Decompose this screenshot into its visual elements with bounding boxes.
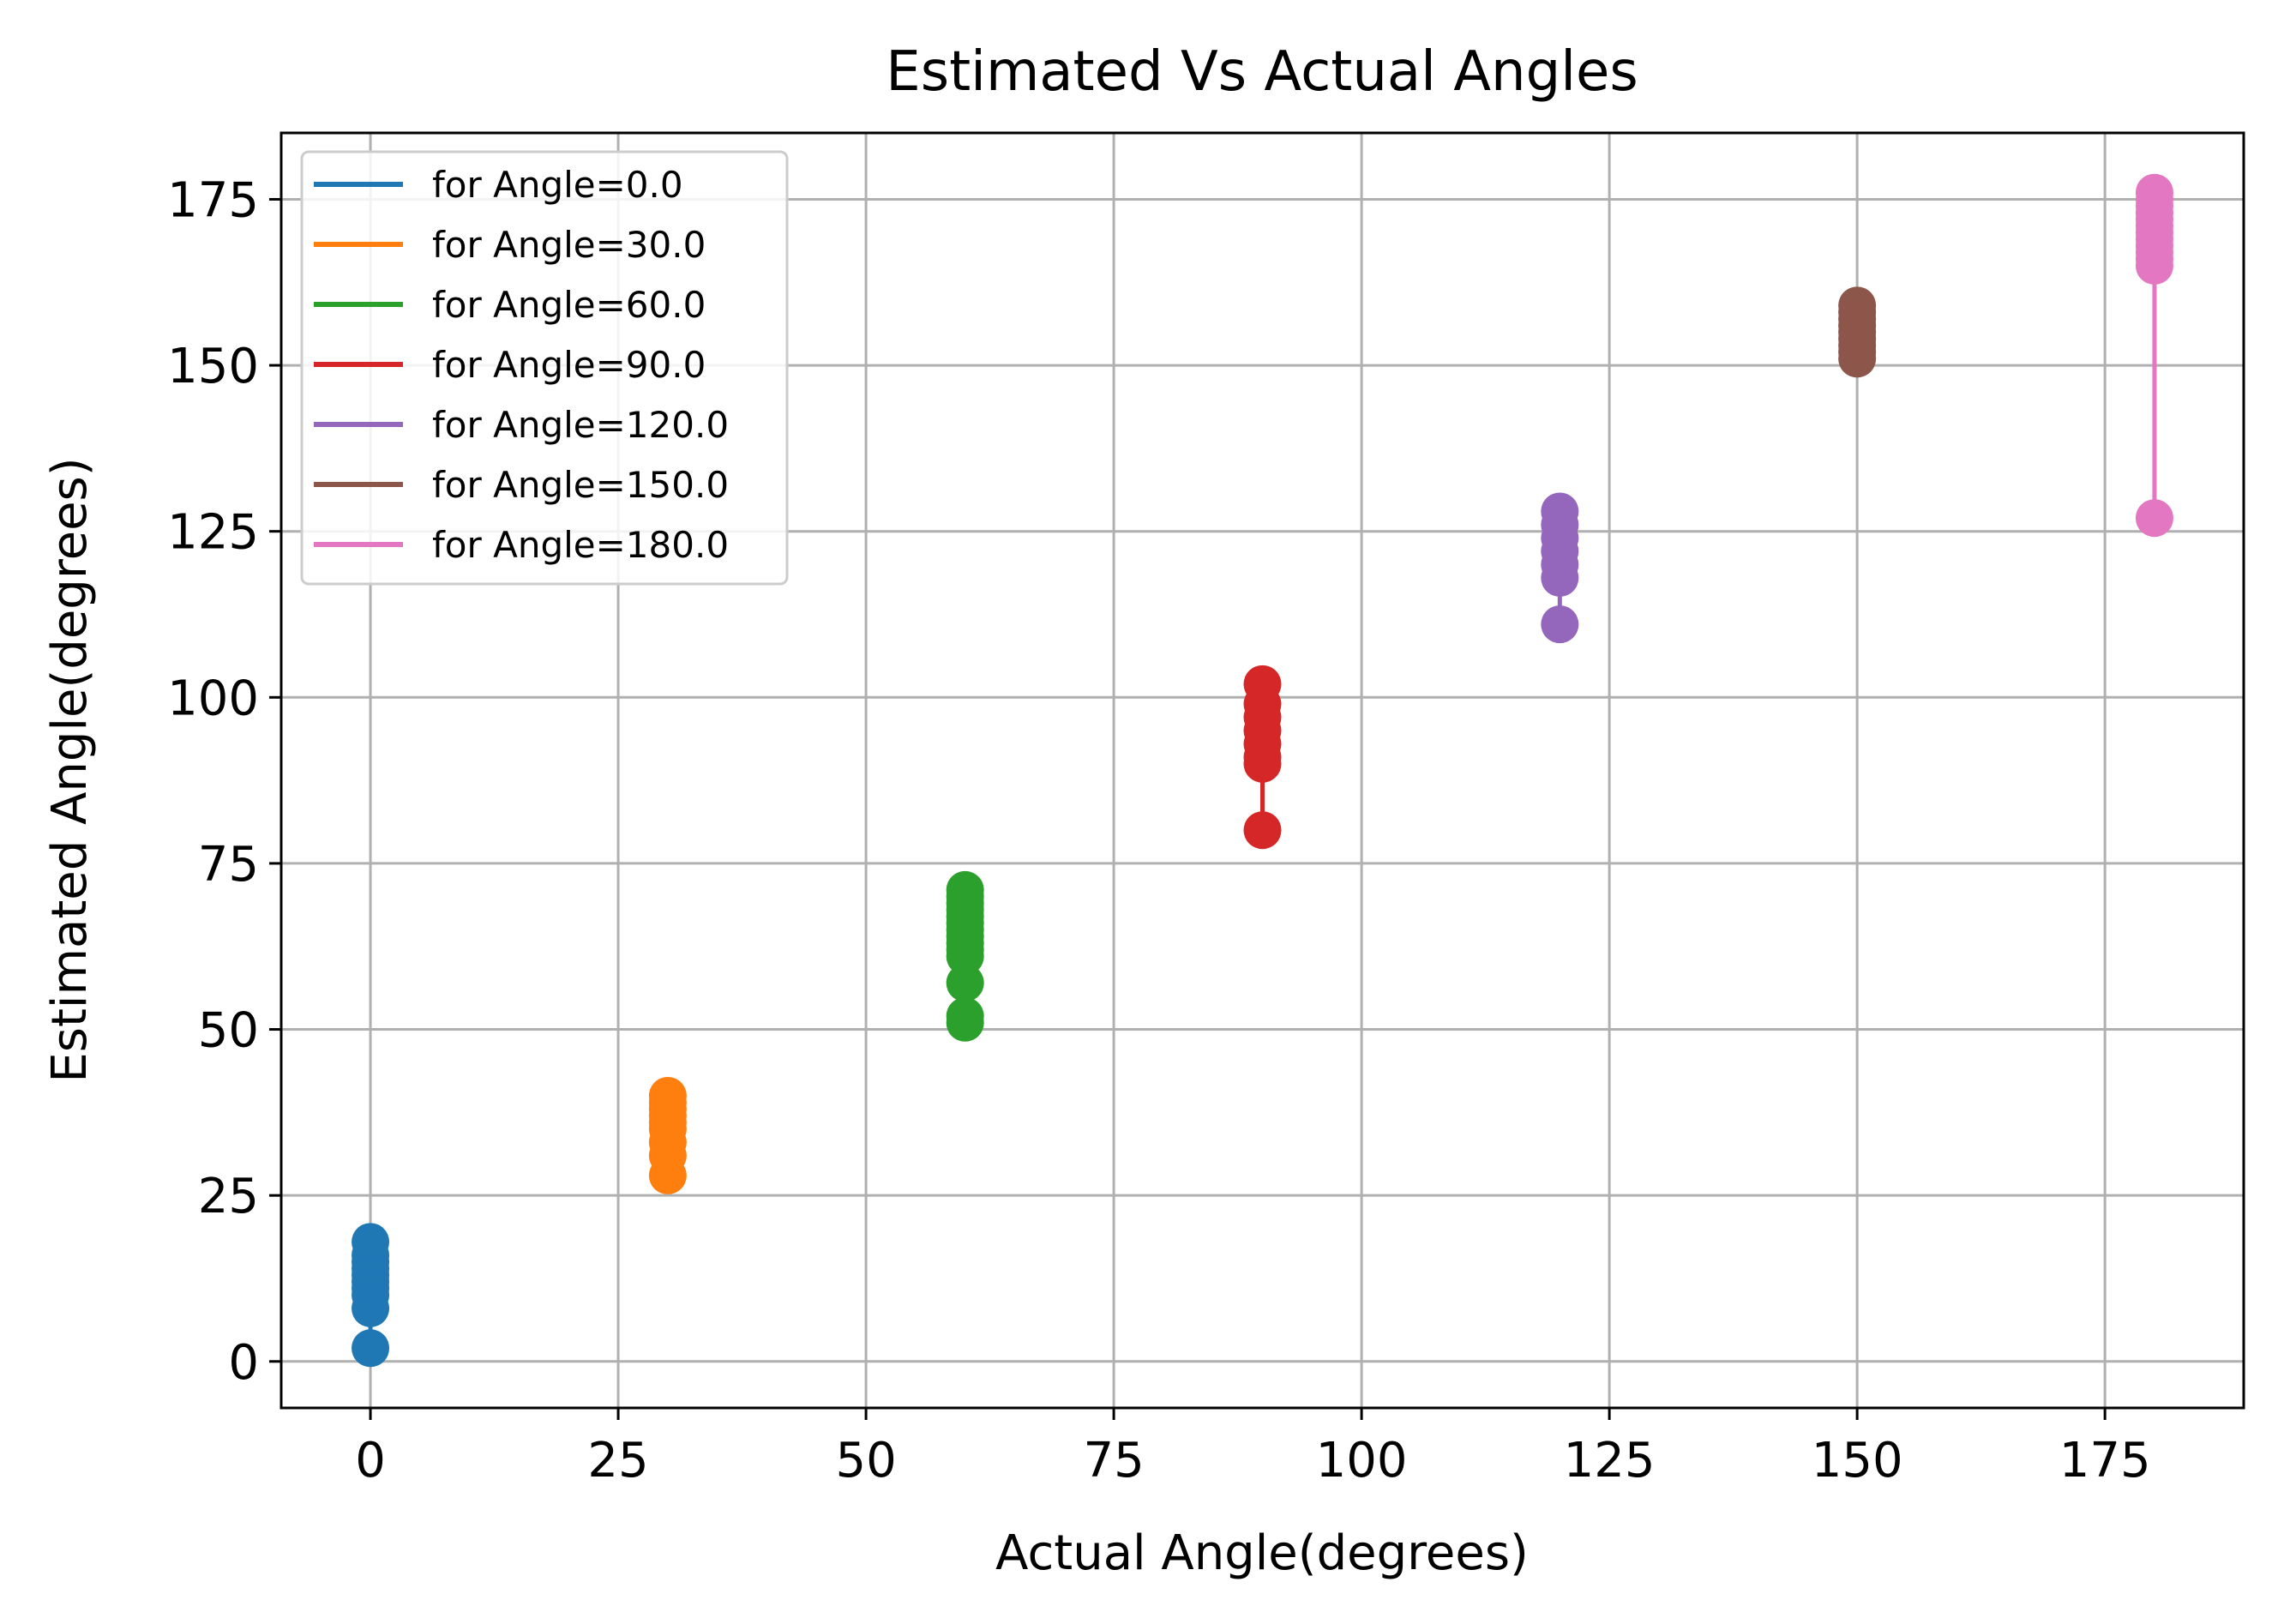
legend-label: for Angle=180.0 — [432, 524, 729, 566]
data-point — [1838, 286, 1877, 325]
x-tick-label: 125 — [1564, 1433, 1656, 1489]
y-axis-label: Estimated Angle(degrees) — [42, 457, 98, 1082]
x-tick-label: 100 — [1316, 1433, 1408, 1489]
x-tick-label: 150 — [1812, 1433, 1903, 1489]
legend-entry: for Angle=0.0 — [314, 164, 683, 206]
x-axis-ticks: 0 25 50 75 100 125 150 175 — [355, 1408, 2151, 1489]
legend-label: for Angle=120.0 — [432, 404, 729, 446]
y-tick-label: 25 — [198, 1169, 259, 1224]
y-tick-label: 75 — [198, 837, 259, 893]
legend-entry: for Angle=180.0 — [314, 524, 729, 566]
data-point — [1243, 665, 1282, 703]
data-point — [2135, 173, 2173, 212]
x-tick-label: 75 — [1083, 1433, 1144, 1489]
series-group — [1243, 665, 1282, 850]
legend-entry: for Angle=90.0 — [314, 344, 706, 386]
legend-entry: for Angle=120.0 — [314, 404, 729, 446]
data-point — [352, 1223, 390, 1261]
x-tick-label: 0 — [355, 1433, 386, 1489]
series-group — [1541, 492, 1579, 644]
series-group — [648, 1076, 687, 1194]
legend-entry: for Angle=150.0 — [314, 464, 729, 506]
series-group — [352, 1223, 390, 1368]
data-point — [352, 1329, 390, 1368]
data-point — [1541, 605, 1579, 644]
x-axis-label: Actual Angle(degrees) — [995, 1525, 1529, 1581]
legend-label: for Angle=150.0 — [432, 464, 729, 506]
legend-label: for Angle=30.0 — [432, 224, 706, 266]
x-tick-label: 175 — [2059, 1433, 2151, 1489]
legend-label: for Angle=0.0 — [432, 164, 683, 206]
data-point — [946, 870, 984, 909]
legend-entry: for Angle=60.0 — [314, 284, 706, 326]
grid-lines — [281, 133, 2244, 1408]
legend-label: for Angle=60.0 — [432, 284, 706, 326]
data-point — [946, 964, 984, 1002]
plot-frame — [279, 131, 2245, 1410]
data-point — [946, 997, 984, 1036]
y-tick-label: 0 — [228, 1335, 259, 1391]
data-series — [352, 173, 2173, 1368]
y-tick-label: 100 — [167, 671, 259, 726]
chart-title: Estimated Vs Actual Angles — [886, 40, 1638, 104]
x-tick-label: 25 — [587, 1433, 648, 1489]
y-tick-label: 125 — [167, 505, 259, 561]
series-group — [2135, 173, 2173, 538]
data-point — [2135, 499, 2173, 538]
y-tick-label: 175 — [167, 172, 259, 228]
x-tick-label: 50 — [835, 1433, 896, 1489]
y-axis-ticks: 0 25 50 75 100 125 150 175 — [167, 172, 281, 1391]
legend-entries: for Angle=0.0 for Angle=30.0 for Angle=60.… — [314, 164, 729, 566]
data-point — [1243, 811, 1282, 850]
data-point — [648, 1076, 687, 1115]
y-tick-label: 50 — [198, 1003, 259, 1059]
series-group — [946, 870, 984, 1042]
legend: for Angle=0.0 for Angle=30.0 for Angle=60.… — [300, 150, 789, 586]
legend-box — [300, 150, 789, 586]
data-point — [1541, 492, 1579, 531]
legend-label: for Angle=90.0 — [432, 344, 706, 386]
legend-entry: for Angle=30.0 — [314, 224, 706, 266]
y-tick-label: 150 — [167, 339, 259, 394]
series-group — [1838, 286, 1877, 378]
